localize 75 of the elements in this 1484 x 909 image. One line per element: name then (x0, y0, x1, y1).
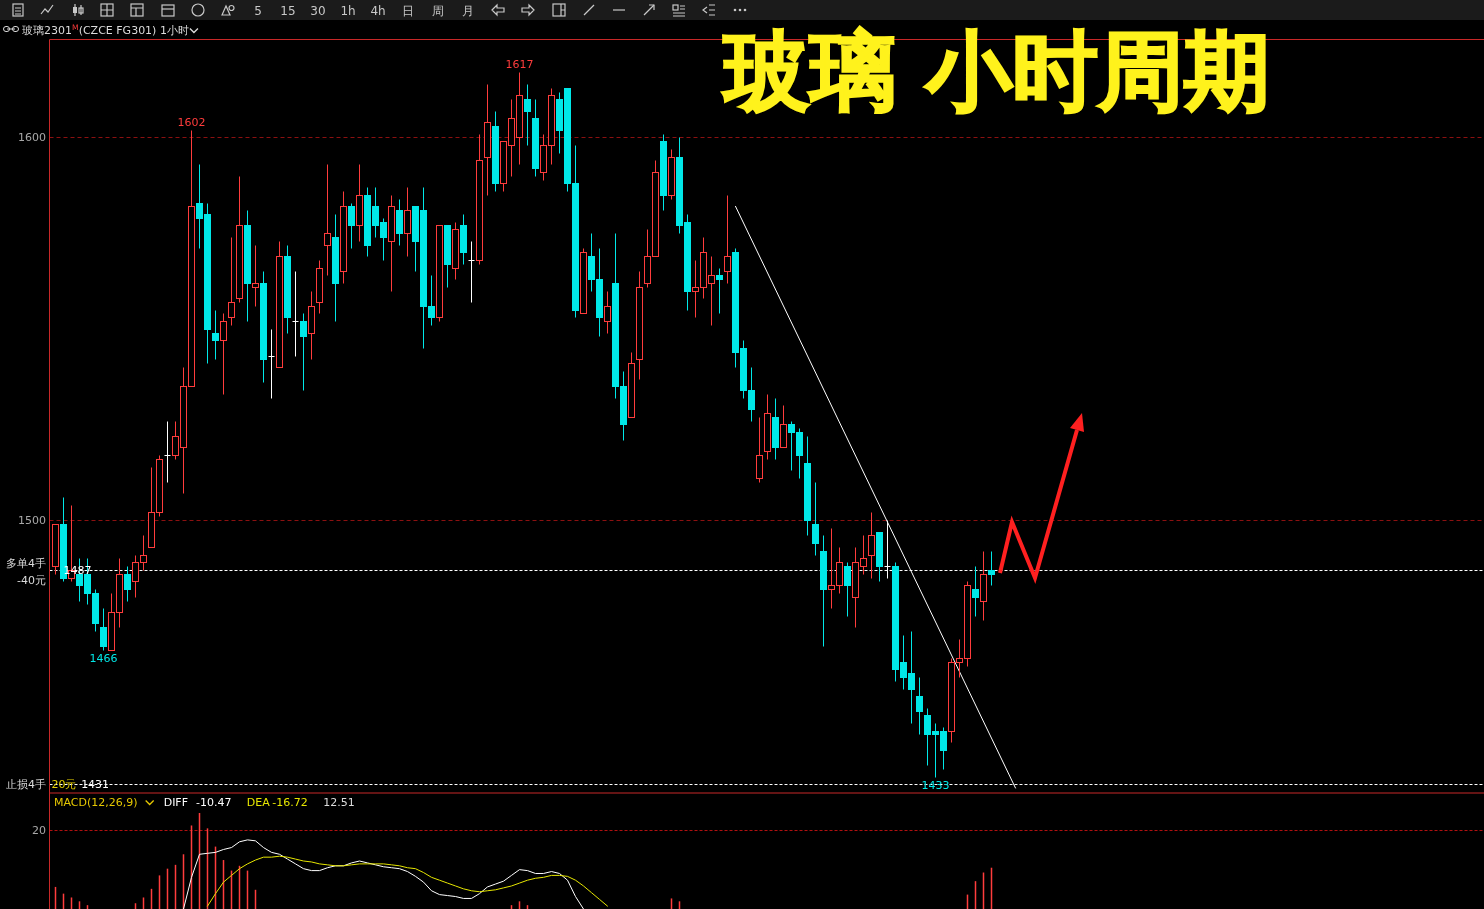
candlestick (212, 310, 219, 360)
candlestick (308, 291, 315, 360)
candlestick (276, 241, 283, 368)
candlestick (356, 164, 363, 242)
chart-title: MACD(12,26,9) (54, 796, 138, 809)
candlestick (532, 99, 539, 177)
text: 30 (310, 3, 326, 18)
candlestick (780, 405, 787, 448)
text: 15 (280, 3, 296, 18)
candlestick (812, 482, 819, 556)
candlestick (724, 195, 731, 284)
annotation: 1466 (89, 652, 118, 666)
annotation: 20元 (51, 778, 77, 791)
candlestick (260, 271, 267, 383)
candlestick (284, 245, 291, 334)
text: DIFF (163, 796, 189, 809)
text: -16.72 (272, 796, 308, 809)
candlestick (404, 187, 411, 257)
y-tick-label: 1600 (18, 130, 46, 144)
candlestick (916, 677, 923, 735)
text: 1h (340, 3, 356, 18)
candlestick (268, 329, 275, 399)
text: 周 (432, 3, 444, 18)
ref-line-label: 1431 (81, 778, 110, 791)
candlestick (636, 271, 643, 380)
chart-subtitle: 玻璃2301$^{M}$(CZCE FG301) 1小时 (22, 22, 189, 37)
candlestick (988, 551, 995, 586)
candlestick (100, 608, 107, 651)
candlestick (972, 566, 979, 617)
text: 20 (32, 824, 46, 837)
text: 月 (462, 3, 474, 18)
candlestick (228, 237, 235, 326)
candlestick (52, 524, 59, 575)
text: 4h (370, 3, 386, 18)
candlestick (340, 191, 347, 284)
candlestick (164, 421, 171, 483)
annotation: 1433 (921, 778, 950, 792)
candlestick (980, 551, 987, 621)
candlestick (252, 245, 259, 307)
candlestick (820, 535, 827, 647)
y-tick-label: 1500 (18, 513, 46, 527)
candlestick (604, 291, 611, 334)
candlestick (484, 84, 491, 196)
candlestick (436, 225, 443, 322)
text: 12.51 (323, 796, 355, 809)
chart-title: 玻璃 小时周期 (721, 21, 1270, 121)
candlestick (524, 84, 531, 146)
candlestick (444, 225, 451, 288)
text: -10.47 (195, 796, 232, 809)
candlestick (332, 214, 339, 322)
candlestick (396, 199, 403, 246)
candlestick (292, 271, 299, 357)
candlestick (804, 436, 811, 536)
text: -40元 (17, 573, 46, 587)
candlestick (876, 532, 883, 582)
candlestick (764, 394, 771, 460)
candlestick (468, 241, 475, 303)
candlestick (476, 134, 483, 265)
candlestick (868, 512, 875, 579)
candlestick (244, 210, 251, 322)
annotation: 1617 (505, 58, 534, 72)
text: 5 (254, 3, 262, 18)
candlestick (236, 176, 243, 303)
candlestick (324, 164, 331, 276)
candlestick (388, 195, 395, 292)
candlestick (628, 352, 635, 418)
text: DEA (246, 796, 271, 809)
text: 多单4手 (6, 556, 46, 570)
candlestick (492, 111, 499, 192)
text: 止损4手 (6, 778, 46, 791)
candlestick (772, 398, 779, 460)
text: 日 (402, 3, 414, 18)
annotation: 1602 (177, 115, 206, 129)
candlestick (756, 417, 763, 483)
candlestick (460, 214, 467, 265)
